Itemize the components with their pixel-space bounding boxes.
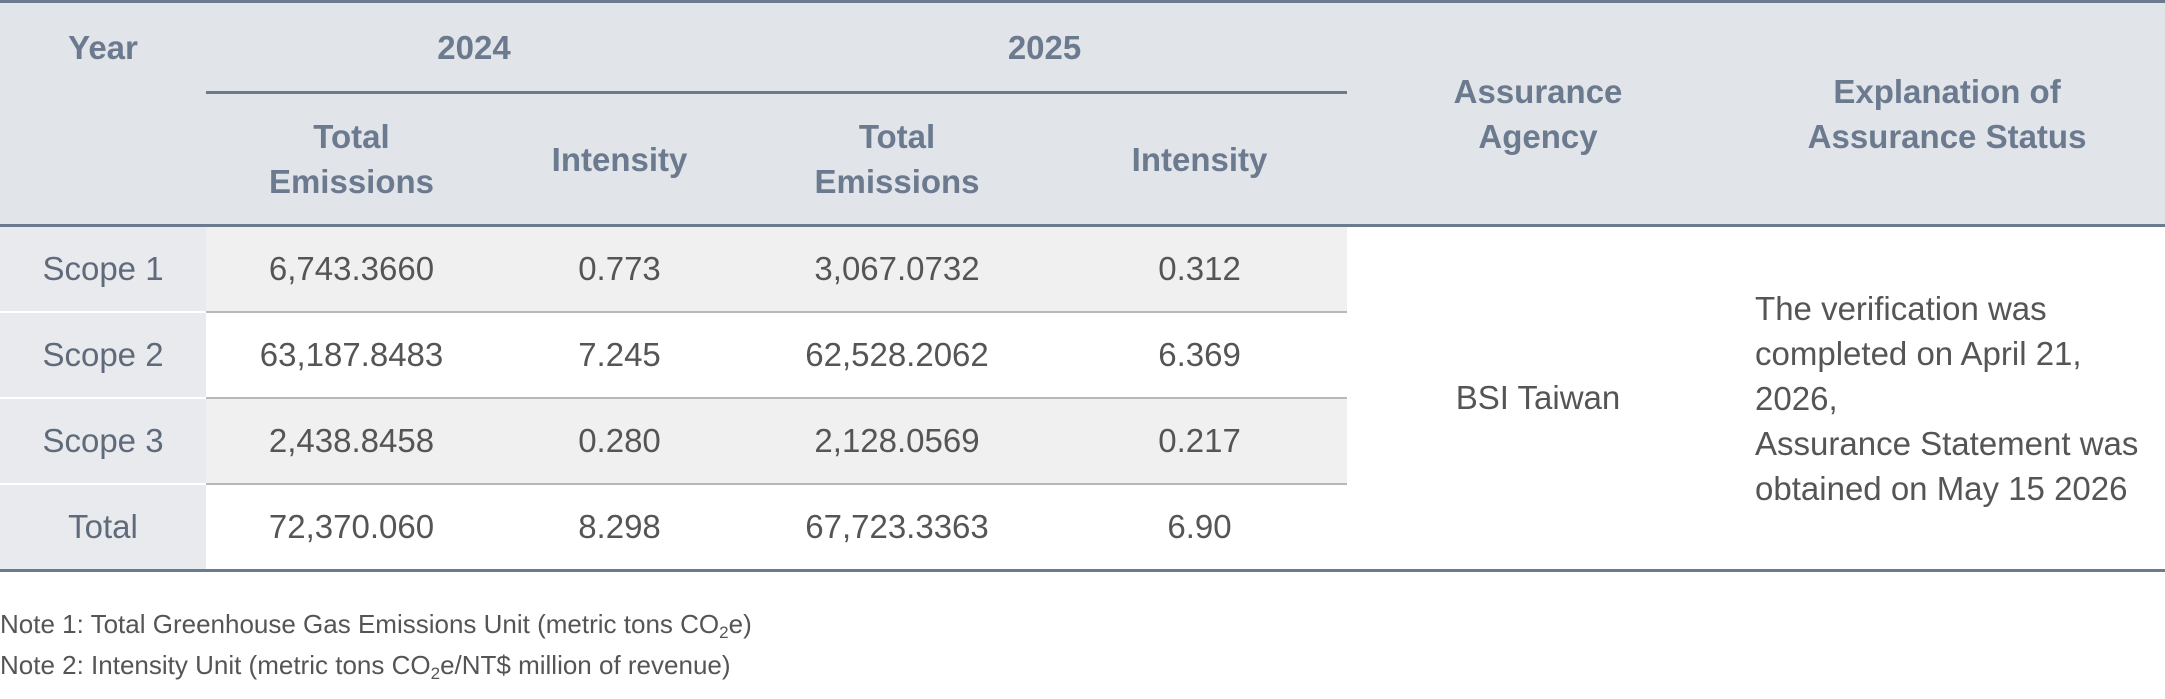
explanation: The verification was completed on April … <box>1729 225 2165 572</box>
cell: 0.312 <box>1052 225 1348 313</box>
cell: 72,370.060 <box>206 484 497 572</box>
cell: 0.280 <box>497 398 743 485</box>
subscript: 2 <box>719 623 729 642</box>
header-total: Total Emissions <box>814 118 980 200</box>
cell: 7.245 <box>497 312 743 399</box>
cell: 8.298 <box>497 484 743 572</box>
note: Note 1: Total Greenhouse Gas Emissions U… <box>0 604 2165 645</box>
explanation-line: The verification was completed on April … <box>1755 289 2082 417</box>
note: Note 2: Intensity Unit (metric tons CO2e… <box>0 645 2165 686</box>
row-label: Scope 2 <box>0 312 206 399</box>
header-blank <box>0 92 206 227</box>
table-row: Scope 2 63,187.8483 7.245 62,528.2062 6.369 <box>0 312 2165 399</box>
cell: 67,723.3363 <box>742 484 1053 572</box>
header-year-2025: 2025 <box>742 0 1348 94</box>
note-text: Note 2: Intensity Unit (metric tons CO <box>0 650 431 680</box>
note-text: e/NT$ million of revenue) <box>440 650 731 680</box>
header-year: Year <box>0 0 206 93</box>
cell: 2,128.0569 <box>742 398 1053 485</box>
row-label: Total <box>0 484 206 572</box>
cell: 6.369 <box>1052 312 1348 399</box>
emissions-table: Year 2024 2025 Assurance Agency Explanat… <box>0 0 2165 572</box>
header-intensity: Intensity <box>1131 140 1268 178</box>
cell: 63,187.8483 <box>206 312 497 399</box>
cell: 0.773 <box>497 225 743 313</box>
notes: Note 1: Total Greenhouse Gas Emissions U… <box>0 604 2165 686</box>
explanation-line: Assurance Statement was obtained on May … <box>1755 424 2139 507</box>
table-row: Scope 3 2,438.8458 0.280 2,128.0569 0.217 <box>0 398 2165 485</box>
note-text: e) <box>728 609 752 639</box>
header-year-2024: 2024 <box>206 0 743 94</box>
header-agency: Assurance Agency <box>1453 72 1623 155</box>
header-intensity: Intensity <box>551 140 688 178</box>
cell: 3,067.0732 <box>742 225 1053 313</box>
cell: 2,438.8458 <box>206 398 497 485</box>
header-explanation: Explanation of Assurance Status <box>1807 72 2087 155</box>
table-row: Total 72,370.060 8.298 67,723.3363 6.90 <box>0 484 2165 572</box>
table-row: Scope 1 6,743.3660 0.773 3,067.0732 0.312 BSI… <box>0 225 2165 572</box>
row-label: Scope 1 <box>0 225 206 313</box>
cell: 0.217 <box>1052 398 1348 485</box>
cell: 62,528.2062 <box>742 312 1053 399</box>
header-total: Total Emissions <box>268 118 435 200</box>
row-label: Scope 3 <box>0 398 206 485</box>
agency: BSI Taiwan <box>1347 225 1730 572</box>
note-text: Note 1: Total Greenhouse Gas Emissions U… <box>0 609 720 639</box>
subscript: 2 <box>430 664 441 683</box>
table-body: Scope 1 6,743.3660 0.773 3,067.0732 0.312 BSI… <box>0 225 2165 572</box>
cell: 6.90 <box>1052 484 1348 572</box>
cell: 6,743.3660 <box>206 225 497 313</box>
